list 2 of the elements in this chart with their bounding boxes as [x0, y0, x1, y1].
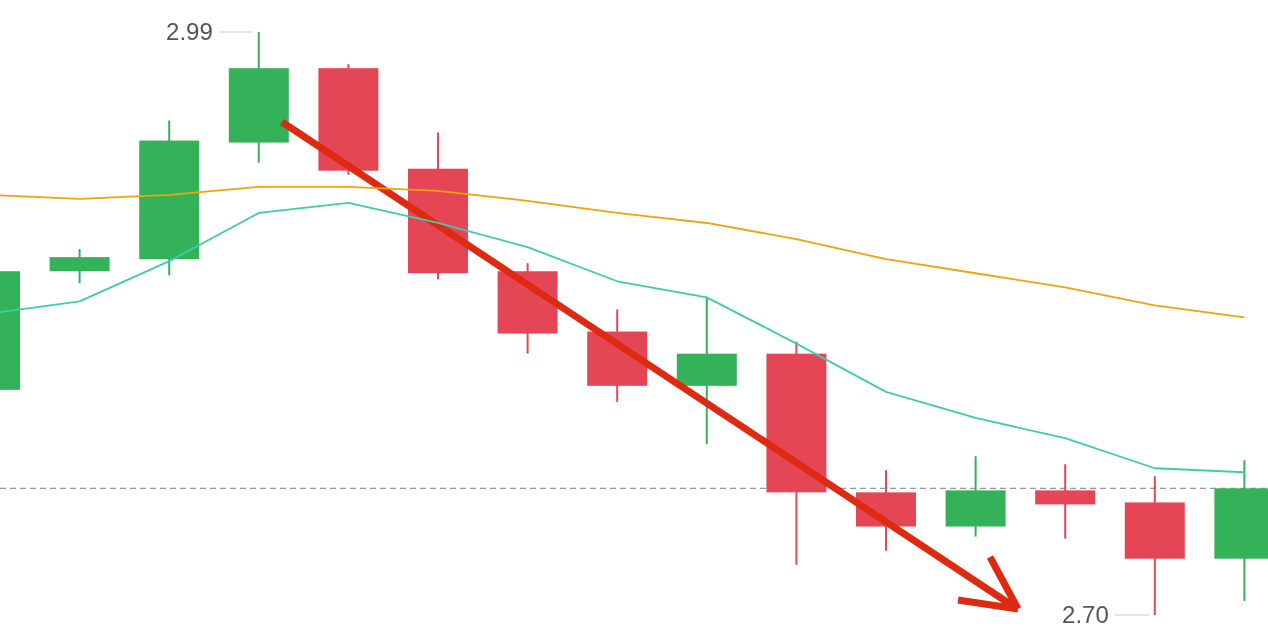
annotation: 2.99 [166, 18, 213, 46]
annotation: 2.70 [1062, 601, 1109, 629]
